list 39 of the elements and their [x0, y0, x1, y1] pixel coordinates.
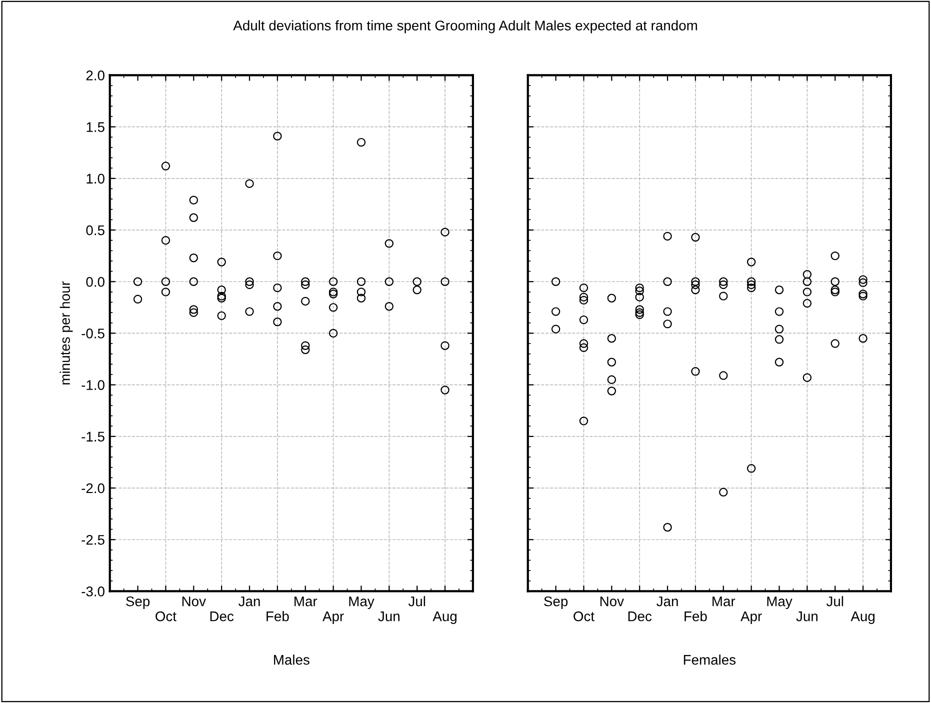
- y-tick-label: 2.0: [86, 70, 104, 80]
- y-tick-label: -2.0: [82, 483, 104, 494]
- y-tick-label: -0.5: [82, 328, 104, 338]
- y-tick-label: -2.5: [82, 534, 104, 545]
- y-tick-label: -3.0: [82, 586, 104, 596]
- x-tick-label: Jul: [826, 596, 844, 606]
- x-tick-label: Nov: [600, 596, 624, 606]
- y-tick-label: 0.5: [86, 225, 104, 236]
- chart-title: Adult deviations from time spent Grooming Adult Males expected at random: [233, 20, 697, 34]
- x-tick-label: Jul: [408, 596, 426, 606]
- x-tick-label: May: [349, 596, 374, 610]
- y-tick-label: 0.0: [86, 276, 104, 287]
- x-tick-label: Apr: [740, 612, 762, 624]
- x-tick-label: Jan: [656, 596, 678, 606]
- x-tick-label: Nov: [182, 596, 206, 606]
- x-tick-label: Mar: [294, 596, 318, 606]
- x-tick-label: Dec: [210, 612, 234, 622]
- x-tick-label: Jun: [796, 612, 818, 622]
- x-axis-title: Females: [684, 654, 736, 665]
- x-tick-label: Oct: [156, 611, 176, 622]
- x-axis-title: Males: [274, 654, 310, 665]
- y-tick-label: -1.0: [82, 380, 104, 390]
- x-tick-label: Oct: [574, 611, 594, 622]
- x-tick-label: Sep: [126, 596, 150, 610]
- x-tick-label: Dec: [628, 612, 652, 622]
- x-tick-label: May: [767, 596, 792, 610]
- y-tick-label: 1.0: [86, 174, 104, 184]
- x-tick-label: Aug: [850, 612, 874, 624]
- x-tick-label: Jun: [378, 612, 400, 622]
- x-tick-label: Aug: [432, 612, 456, 624]
- x-tick-label: Feb: [266, 611, 289, 622]
- y-tick-label: -1.5: [82, 432, 104, 442]
- y-axis-title: minutes per hour: [60, 281, 73, 384]
- y-tick-label: 1.5: [86, 122, 104, 132]
- x-tick-label: Mar: [712, 596, 736, 606]
- x-tick-label: Jan: [238, 596, 260, 606]
- x-tick-label: Feb: [684, 611, 707, 622]
- x-tick-label: Apr: [322, 612, 344, 624]
- x-tick-label: Sep: [544, 596, 568, 610]
